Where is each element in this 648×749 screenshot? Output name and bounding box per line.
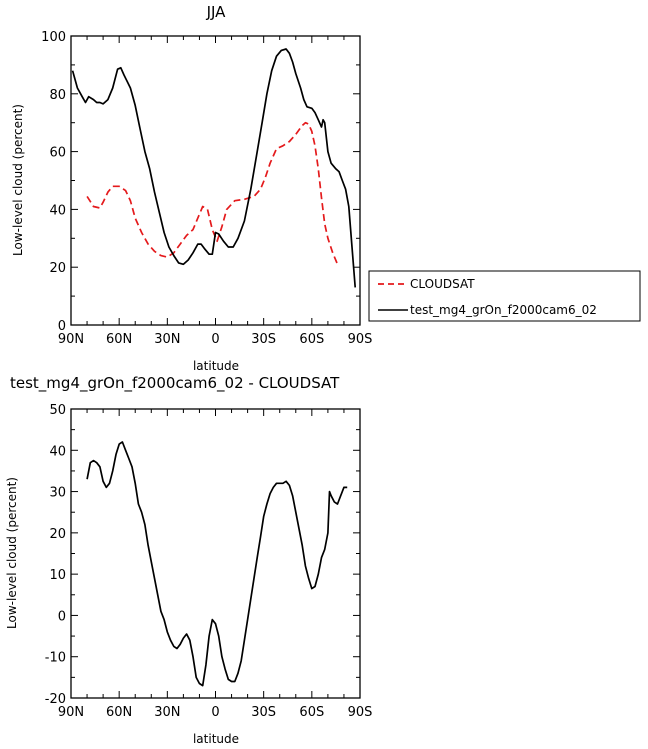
bottom-y-tick-label: 30 (49, 486, 66, 501)
top-x-axis-label: latitude (193, 359, 239, 373)
top-panel: JJA 90N 60N 30N 0 30S 60S 90S 0 20 40 60 80 100 lati… (11, 3, 372, 373)
bottom-x-tick-label: 60S (299, 705, 324, 720)
top-x-tick-label: 90N (58, 332, 84, 347)
top-y-tick-label: 0 (58, 319, 66, 334)
bottom-axes: 90N 60N 30N 0 30S 60S 90S -20 -10 0 10 20 30 40 50 (45, 403, 373, 720)
bottom-series-group (86, 441, 348, 687)
bottom-y-tick-label: -20 (45, 692, 66, 707)
bottom-y-tick-label: 0 (58, 609, 66, 624)
top-y-tick-label: 60 (49, 146, 66, 161)
bottom-plot-frame (70, 408, 361, 699)
top-series-line-1 (71, 48, 357, 288)
bottom-x-tick-label: 0 (211, 705, 219, 720)
bottom-x-tick-label: 60N (106, 705, 132, 720)
bottom-x-axis-label: latitude (193, 732, 239, 746)
bottom-y-tick-label: 40 (49, 444, 66, 459)
bottom-x-tick-label: 90S (348, 705, 373, 720)
bottom-x-tick-label: 90N (58, 705, 84, 720)
top-y-tick-label: 40 (49, 203, 66, 218)
bottom-x-tick-label: 30S (251, 705, 276, 720)
bottom-y-tick-label: 50 (49, 403, 66, 418)
bottom-chart-title: test_mg4_grOn_f2000cam6_02 - CLOUDSAT (10, 374, 340, 393)
bottom-y-tick-label: -10 (45, 651, 66, 666)
top-chart-title: JJA (206, 3, 227, 21)
top-x-tick-label: 30S (251, 332, 276, 347)
bottom-y-tick-label: 20 (49, 527, 66, 542)
top-x-tick-label: 0 (211, 332, 219, 347)
bottom-series-line-0 (86, 441, 348, 687)
top-series-line-0 (86, 121, 339, 265)
legend-box (368, 270, 641, 322)
top-y-tick-label: 20 (49, 261, 66, 276)
top-x-tick-label: 60N (106, 332, 132, 347)
top-x-tick-label: 90S (348, 332, 373, 347)
bottom-y-axis-label: Low-level cloud (percent) (5, 477, 19, 629)
top-y-tick-label: 100 (41, 30, 66, 45)
top-x-tick-label: 30N (154, 332, 180, 347)
top-y-tick-label: 80 (49, 88, 66, 103)
legend: CLOUDSAT test_mg4_grOn_f2000cam6_02 (368, 270, 641, 322)
top-plot-frame (70, 35, 361, 326)
top-axes: 90N 60N 30N 0 30S 60S 90S 0 20 40 60 80 100 (41, 30, 372, 347)
bottom-y-tick-label: 10 (49, 568, 66, 583)
top-series-group (71, 48, 357, 288)
bottom-x-tick-label: 30N (154, 705, 180, 720)
legend-label-cloudsat: CLOUDSAT (410, 277, 475, 291)
bottom-panel: test_mg4_grOn_f2000cam6_02 - CLOUDSAT 90… (5, 374, 372, 746)
top-x-tick-label: 60S (299, 332, 324, 347)
top-y-axis-label: Low-level cloud (percent) (11, 104, 25, 256)
legend-label-test: test_mg4_grOn_f2000cam6_02 (410, 303, 597, 317)
